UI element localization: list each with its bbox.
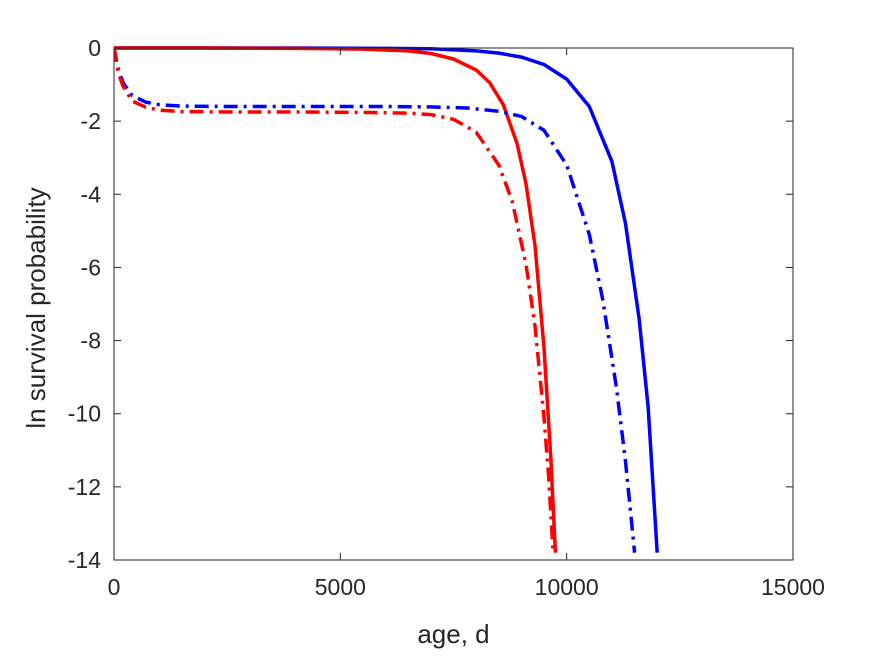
x-tick-label: 5000 <box>315 574 366 600</box>
y-tick-label: -12 <box>68 474 101 500</box>
y-tick-label: -2 <box>81 108 101 134</box>
x-tick-label: 15000 <box>761 574 825 600</box>
ticks-layer: 0 5000 10000 15000 0 -2 -4 -6 -8 -10 -12 -14 <box>68 35 825 600</box>
x-tick-label: 10000 <box>535 574 599 600</box>
series-line-2 <box>114 46 558 553</box>
y-tick-label: -14 <box>68 547 101 573</box>
y-tick-label: -4 <box>81 181 102 207</box>
y-tick-label: -10 <box>68 401 101 427</box>
plot-area <box>114 48 793 560</box>
x-axis-label: age, d <box>417 619 489 649</box>
y-axis-label: ln survival probability <box>21 187 51 428</box>
x-tick-label: 0 <box>108 574 121 600</box>
y-tick-label: 0 <box>88 35 101 61</box>
series-line-4 <box>114 47 555 553</box>
y-tick-label: -8 <box>81 328 101 354</box>
y-tick-label: -6 <box>81 254 101 280</box>
plot-frame <box>113 47 794 561</box>
series-line-3 <box>114 47 637 553</box>
